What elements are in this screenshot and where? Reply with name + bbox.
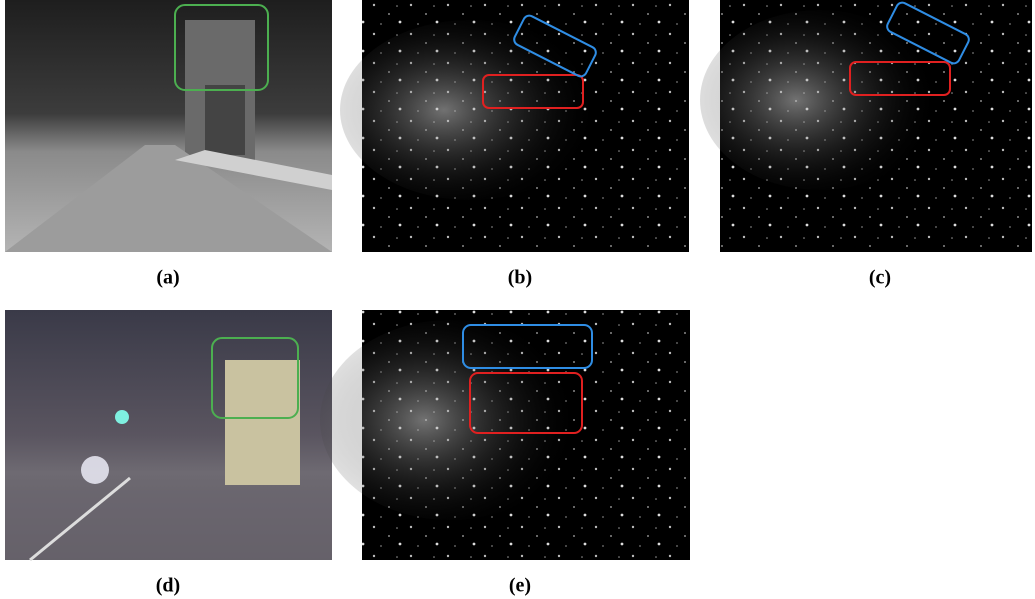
panel-d [5, 310, 332, 560]
panel-e [320, 310, 690, 560]
caption: (d) [156, 575, 180, 597]
caption: (e) [509, 575, 531, 597]
figure: (a) (b) (c) (d) (e) [0, 0, 1035, 599]
panel-c [700, 0, 1032, 252]
caption: (a) [156, 267, 179, 289]
panel-b [340, 0, 689, 252]
caption: (c) [869, 267, 891, 289]
panel-a [5, 0, 332, 252]
caption: (b) [508, 267, 532, 289]
